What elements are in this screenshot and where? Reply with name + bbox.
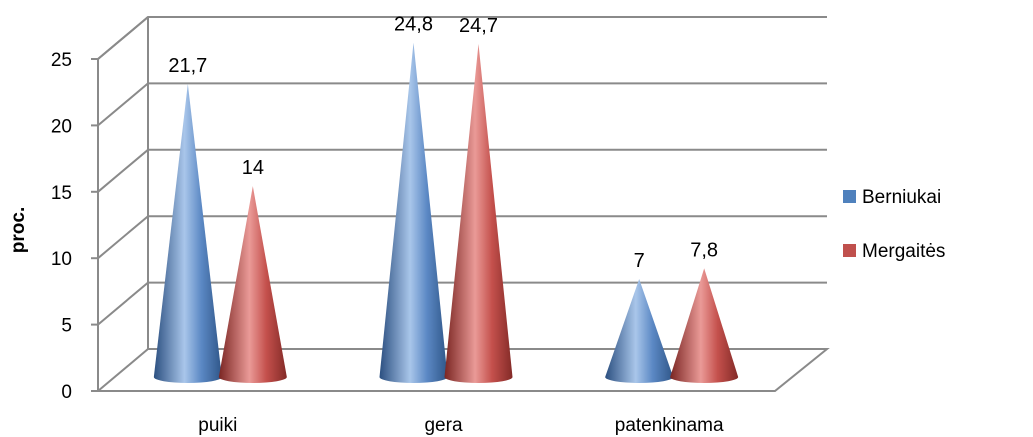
y-axis-label: proc. xyxy=(8,207,29,253)
gridline xyxy=(97,148,827,193)
gridline xyxy=(97,281,827,326)
data-label: 24,7 xyxy=(459,15,498,37)
legend-label: Mergaitės xyxy=(862,241,945,262)
gridline xyxy=(97,215,827,259)
y-tick-label: 10 xyxy=(51,249,72,270)
legend-label: Berniukai xyxy=(862,187,941,208)
cone-berniukai-gera xyxy=(379,42,448,383)
legend: Berniukai Mergaitės xyxy=(843,187,945,262)
cone-berniukai-patenkinama xyxy=(605,279,674,383)
legend-swatch xyxy=(843,190,856,203)
y-tick-label: 25 xyxy=(51,50,72,71)
y-axis: 0 5 10 15 20 25 xyxy=(51,50,98,403)
data-label: 7 xyxy=(634,250,645,272)
x-tick-label: gera xyxy=(424,415,462,436)
data-labels: 21,7 14 24,8 24,7 7 7,8 xyxy=(168,14,718,272)
y-tick-label: 15 xyxy=(51,183,72,204)
x-tick-label: patenkinama xyxy=(615,415,724,436)
gridline xyxy=(97,16,827,60)
cone-mergaites-gera xyxy=(444,43,513,383)
y-tick-label: 20 xyxy=(51,116,72,137)
data-label: 7,8 xyxy=(690,239,718,261)
x-axis: puiki gera patenkinama xyxy=(198,415,724,436)
y-tick-label: 0 xyxy=(61,382,72,403)
gridlines xyxy=(97,16,827,326)
data-label: 24,8 xyxy=(394,14,433,36)
plot-area xyxy=(153,42,739,383)
data-label: 21,7 xyxy=(168,55,207,77)
gridline xyxy=(97,82,827,127)
data-label: 14 xyxy=(242,157,264,179)
cone-berniukai-puiki xyxy=(153,83,222,383)
cone-mergaites-puiki xyxy=(218,186,287,383)
cone-mergaites-patenkinama xyxy=(670,268,739,383)
y-tick-label: 5 xyxy=(61,316,72,337)
legend-swatch xyxy=(843,244,856,257)
x-tick-label: puiki xyxy=(198,415,237,436)
